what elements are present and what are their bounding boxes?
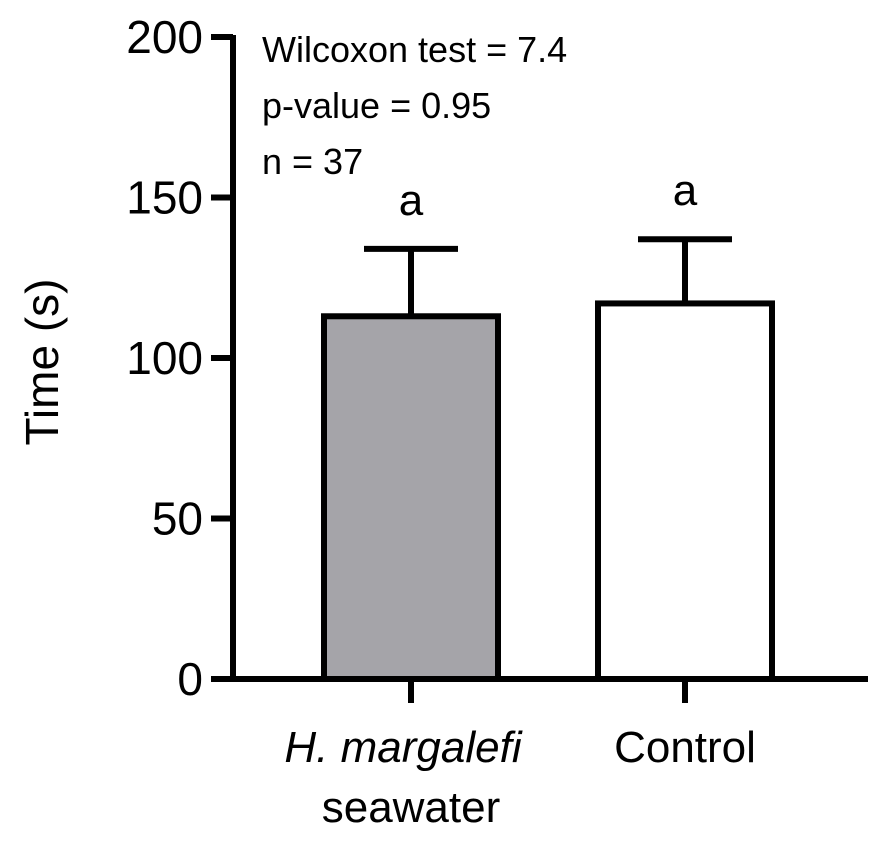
bars <box>321 300 775 682</box>
y-axis-title: Time (s) <box>16 279 68 446</box>
y-tick-label: 200 <box>126 11 203 63</box>
stats-annotation: Wilcoxon test = 7.4 p-value = 0.95 n = 3… <box>262 29 567 182</box>
x-axis <box>230 676 868 703</box>
category-label-line2: seawater <box>322 783 501 832</box>
bar-control <box>595 300 775 682</box>
annotation-line-3: n = 37 <box>262 141 363 182</box>
y-axis: 0 50 100 150 200 <box>126 11 236 705</box>
category-label-line1: Control <box>614 723 756 772</box>
error-bars <box>364 236 732 317</box>
annotation-line-2: p-value = 0.95 <box>262 85 491 126</box>
y-tick-label: 150 <box>126 172 203 224</box>
y-tick-label: 50 <box>152 493 203 545</box>
category-label-line1: H. margalefi <box>284 723 522 772</box>
y-tick-label: 100 <box>126 332 203 384</box>
y-tick-label: 0 <box>177 653 203 705</box>
bar-h-margalefi-seawater <box>321 313 501 682</box>
annotation-line-1: Wilcoxon test = 7.4 <box>262 29 567 70</box>
category-labels: H. margalefi seawater Control <box>284 723 756 832</box>
significance-letter: a <box>673 166 698 215</box>
significance-letter: a <box>399 176 424 225</box>
